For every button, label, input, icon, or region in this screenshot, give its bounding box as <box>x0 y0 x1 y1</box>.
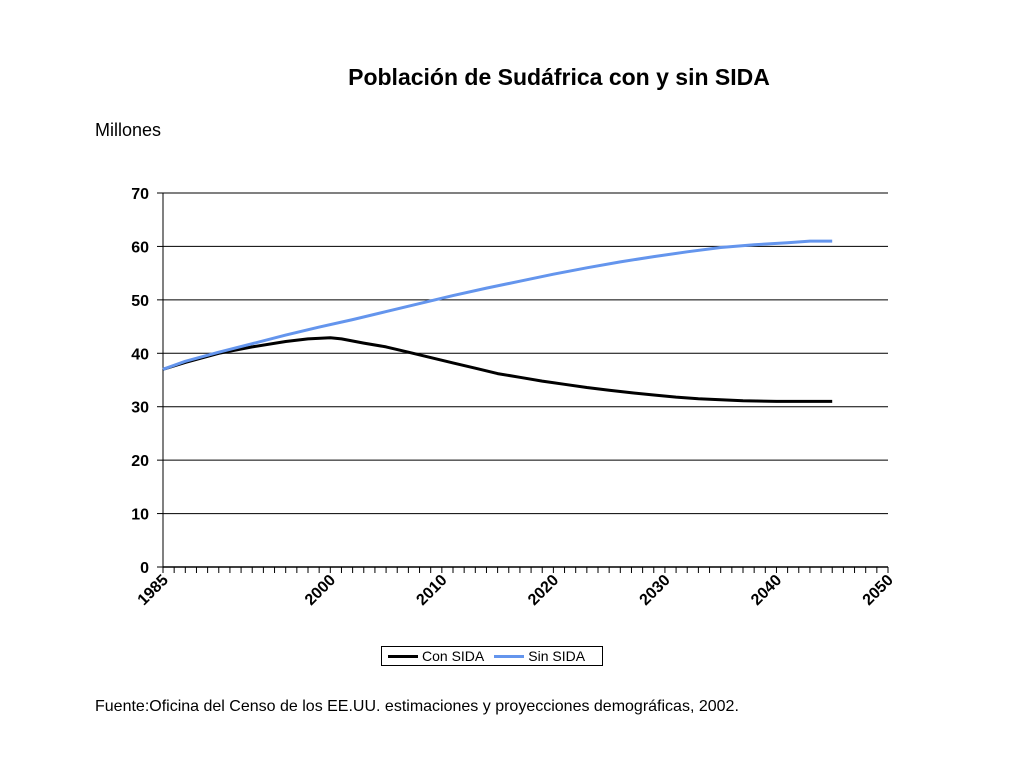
y-tick-label-30: 30 <box>131 400 149 417</box>
legend: Con SIDA Sin SIDA <box>381 646 603 666</box>
y-tick-label-50: 50 <box>131 293 149 310</box>
legend-item-sin-sida: Sin SIDA <box>494 648 585 664</box>
legend-swatch-con-sida <box>388 654 418 658</box>
source-note: Fuente:Oficina del Censo de los EE.UU. e… <box>95 698 739 715</box>
x-tick-label-2000: 2000 <box>302 572 339 609</box>
y-tick-label-60: 60 <box>131 239 149 256</box>
x-tick-label-1985: 1985 <box>135 572 172 609</box>
y-tick-label-70: 70 <box>131 186 149 203</box>
series-layer <box>162 239 833 403</box>
y-axis-unit-label: Millones <box>95 120 162 140</box>
y-tick-label-20: 20 <box>131 453 149 470</box>
x-tick-label-2030: 2030 <box>637 572 674 609</box>
y-tick-label-0: 0 <box>140 560 149 577</box>
x-tick-label-2040: 2040 <box>748 572 785 609</box>
grid-layer <box>163 192 888 515</box>
legend-swatch-sin-sida <box>494 654 525 658</box>
legend-label-con-sida: Con SIDA <box>422 648 485 664</box>
series-line-sin-sida <box>162 239 833 371</box>
legend-item-con-sida: Con SIDA <box>388 648 484 664</box>
series-line-con-sida <box>162 336 833 403</box>
legend-label-sin-sida: Sin SIDA <box>528 648 586 664</box>
x-tick-label-2010: 2010 <box>413 572 450 609</box>
y-tick-label-10: 10 <box>131 507 149 524</box>
y-tick-label-40: 40 <box>131 346 149 363</box>
x-tick-label-2020: 2020 <box>525 572 562 609</box>
chart-title: Población de Sudáfrica con y sin SIDA <box>348 64 770 90</box>
x-tick-label-2050: 2050 <box>860 572 897 609</box>
